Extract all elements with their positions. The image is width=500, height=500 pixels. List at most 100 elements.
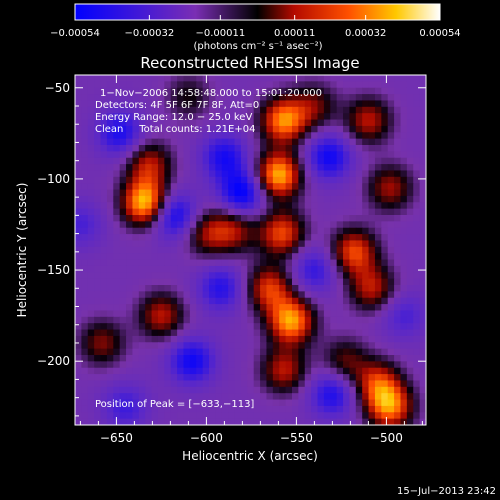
- heatmap-cell: [406, 348, 414, 356]
- heatmap-cell: [349, 183, 357, 191]
- heatmap-cell: [240, 329, 248, 337]
- heatmap-cell: [234, 291, 242, 299]
- heatmap-cell: [272, 316, 280, 324]
- heatmap-cell: [75, 323, 82, 331]
- heatmap-cell: [285, 285, 293, 292]
- heatmap-cell: [234, 170, 242, 178]
- heatmap-cell: [119, 278, 127, 286]
- heatmap-cell: [183, 81, 191, 89]
- heatmap-cell: [260, 386, 268, 394]
- heatmap-cell: [234, 323, 242, 331]
- heatmap-cell: [362, 157, 370, 165]
- heatmap-cell: [247, 176, 255, 184]
- heatmap-cell: [272, 405, 280, 413]
- heatmap-cell: [170, 202, 178, 210]
- heatmap-cell: [170, 272, 178, 280]
- heatmap-cell: [272, 183, 280, 191]
- heatmap-cell: [387, 183, 395, 191]
- heatmap-cell: [394, 100, 402, 108]
- heatmap-cell: [279, 386, 287, 394]
- heatmap-cell: [100, 94, 108, 102]
- heatmap-cell: [94, 145, 102, 152]
- heatmap-cell: [247, 132, 255, 140]
- heatmap-cell: [330, 145, 338, 152]
- heatmap-cell: [285, 246, 293, 254]
- heatmap-cell: [343, 145, 351, 152]
- heatmap-cell: [368, 342, 376, 350]
- heatmap-cell: [343, 265, 351, 273]
- heatmap-cell: [87, 285, 95, 292]
- heatmap-cell: [323, 285, 331, 292]
- heatmap-cell: [113, 170, 121, 178]
- heatmap-cell: [189, 304, 197, 312]
- heatmap-cell: [355, 208, 363, 216]
- heatmap-cell: [400, 151, 408, 159]
- heatmap-cell: [291, 412, 299, 420]
- heatmap-cell: [209, 119, 216, 127]
- heatmap-cell: [164, 145, 172, 152]
- heatmap-cell: [285, 323, 293, 331]
- heatmap-cell: [343, 386, 351, 394]
- heatmap-cell: [419, 215, 426, 222]
- heatmap-cell: [394, 393, 402, 401]
- heatmap-cell: [75, 81, 82, 89]
- heatmap-cell: [381, 399, 389, 407]
- heatmap-cell: [100, 304, 108, 312]
- heatmap-cell: [151, 215, 159, 222]
- heatmap-cell: [394, 202, 402, 210]
- heatmap-cell: [234, 94, 242, 102]
- heatmap-cell: [419, 329, 426, 337]
- heatmap-cell: [304, 138, 312, 146]
- heatmap-cell: [330, 246, 338, 254]
- heatmap-cell: [87, 240, 95, 248]
- heatmap-cell: [247, 240, 255, 248]
- heatmap-cell: [266, 367, 274, 375]
- heatmap-cell: [355, 164, 363, 172]
- heatmap-cell: [413, 145, 421, 152]
- heatmap-cell: [336, 170, 344, 178]
- heatmap-cell: [234, 106, 242, 114]
- heatmap-cell: [355, 145, 363, 152]
- heatmap-cell: [215, 208, 223, 216]
- heatmap-cell: [343, 246, 351, 254]
- heatmap-cell: [247, 119, 255, 127]
- heatmap-cell: [311, 259, 319, 267]
- heatmap-cell: [355, 329, 363, 337]
- colorbar-tick-label: 0.00054: [419, 28, 460, 39]
- heatmap-cell: [419, 164, 426, 172]
- heatmap-cell: [368, 132, 376, 140]
- heatmap-cell: [413, 221, 421, 229]
- heatmap-cell: [234, 393, 242, 401]
- peak-position-label: Position of Peak = [−633,−113]: [95, 399, 254, 410]
- heatmap-cell: [349, 176, 357, 184]
- heatmap-cell: [228, 348, 236, 356]
- heatmap-cell: [330, 393, 338, 401]
- heatmap-cell: [113, 329, 121, 337]
- heatmap-cell: [349, 221, 357, 229]
- heatmap-cell: [215, 272, 223, 280]
- heatmap-cell: [285, 297, 293, 305]
- heatmap-cell: [119, 361, 127, 369]
- heatmap-cell: [113, 316, 121, 324]
- heatmap-cell: [183, 132, 191, 140]
- heatmap-cell: [94, 285, 102, 292]
- heatmap-cell: [406, 374, 414, 382]
- heatmap-cell: [374, 342, 382, 350]
- heatmap-cell: [228, 361, 236, 369]
- heatmap-cell: [106, 285, 114, 292]
- heatmap-cell: [349, 75, 357, 82]
- heatmap-cell: [419, 202, 426, 210]
- heatmap-cell: [311, 87, 319, 95]
- heatmap-cell: [285, 138, 293, 146]
- heatmap-cell: [81, 157, 89, 165]
- heatmap-cell: [374, 380, 382, 388]
- heatmap-cell: [304, 94, 312, 102]
- heatmap-cell: [100, 113, 108, 121]
- heatmap-cell: [394, 265, 402, 273]
- heatmap-cell: [330, 138, 338, 146]
- heatmap-cell: [177, 240, 185, 248]
- heatmap-cell: [253, 304, 261, 312]
- heatmap-cell: [323, 234, 331, 242]
- heatmap-cell: [387, 316, 395, 324]
- heatmap-cell: [119, 399, 127, 407]
